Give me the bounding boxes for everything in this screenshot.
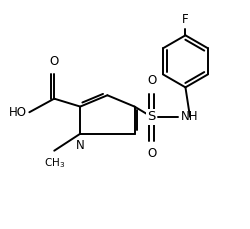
Text: NH: NH [180,110,198,123]
Text: S: S [147,110,155,123]
Text: O: O [146,147,156,160]
Text: O: O [146,74,156,87]
Text: O: O [50,55,59,68]
Text: HO: HO [9,106,27,119]
Text: N: N [76,139,84,152]
Text: CH$_3$: CH$_3$ [44,156,64,170]
Text: F: F [182,13,188,26]
